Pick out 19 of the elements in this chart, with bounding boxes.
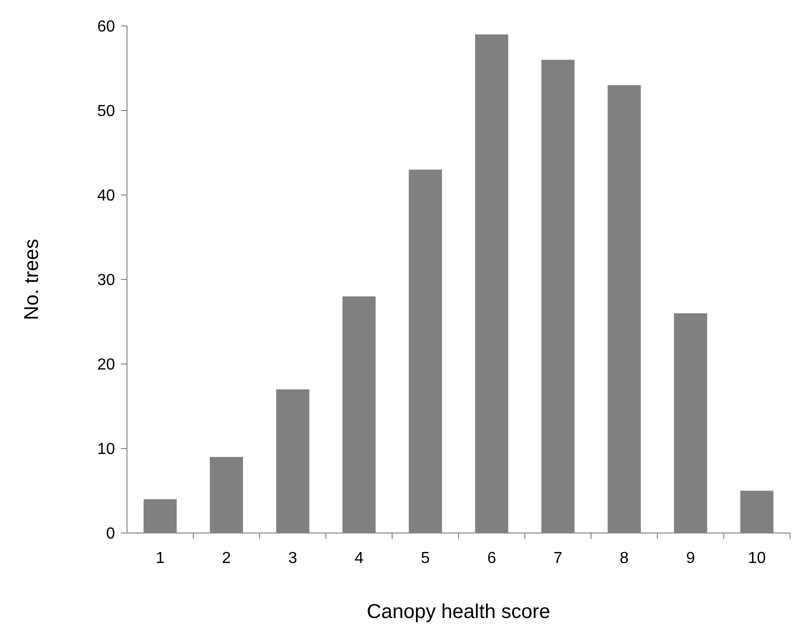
- x-tick-label: 7: [553, 550, 562, 567]
- y-tick-label: 50: [97, 103, 116, 120]
- y-tick-label: 0: [106, 526, 116, 543]
- x-tick-label: 4: [354, 550, 364, 567]
- x-tick-label: 1: [156, 550, 165, 567]
- y-tick-label: 30: [97, 272, 116, 290]
- y-tick-label: 20: [97, 356, 116, 374]
- y-tick-label: 60: [97, 18, 116, 36]
- y-tick-label: 40: [97, 188, 116, 205]
- x-tick-label: 2: [222, 550, 231, 567]
- x-tick-label: 5: [420, 550, 430, 567]
- x-tick-label: 9: [686, 550, 696, 567]
- x-axis-title: Canopy health score: [366, 601, 550, 623]
- x-tick-label: 10: [748, 550, 766, 567]
- x-tick-label: 3: [288, 550, 298, 567]
- x-tick-label: 6: [487, 550, 496, 567]
- y-tick-label: 10: [97, 441, 116, 458]
- x-tick-label: 8: [620, 550, 629, 567]
- y-axis-title: No. trees: [21, 238, 43, 320]
